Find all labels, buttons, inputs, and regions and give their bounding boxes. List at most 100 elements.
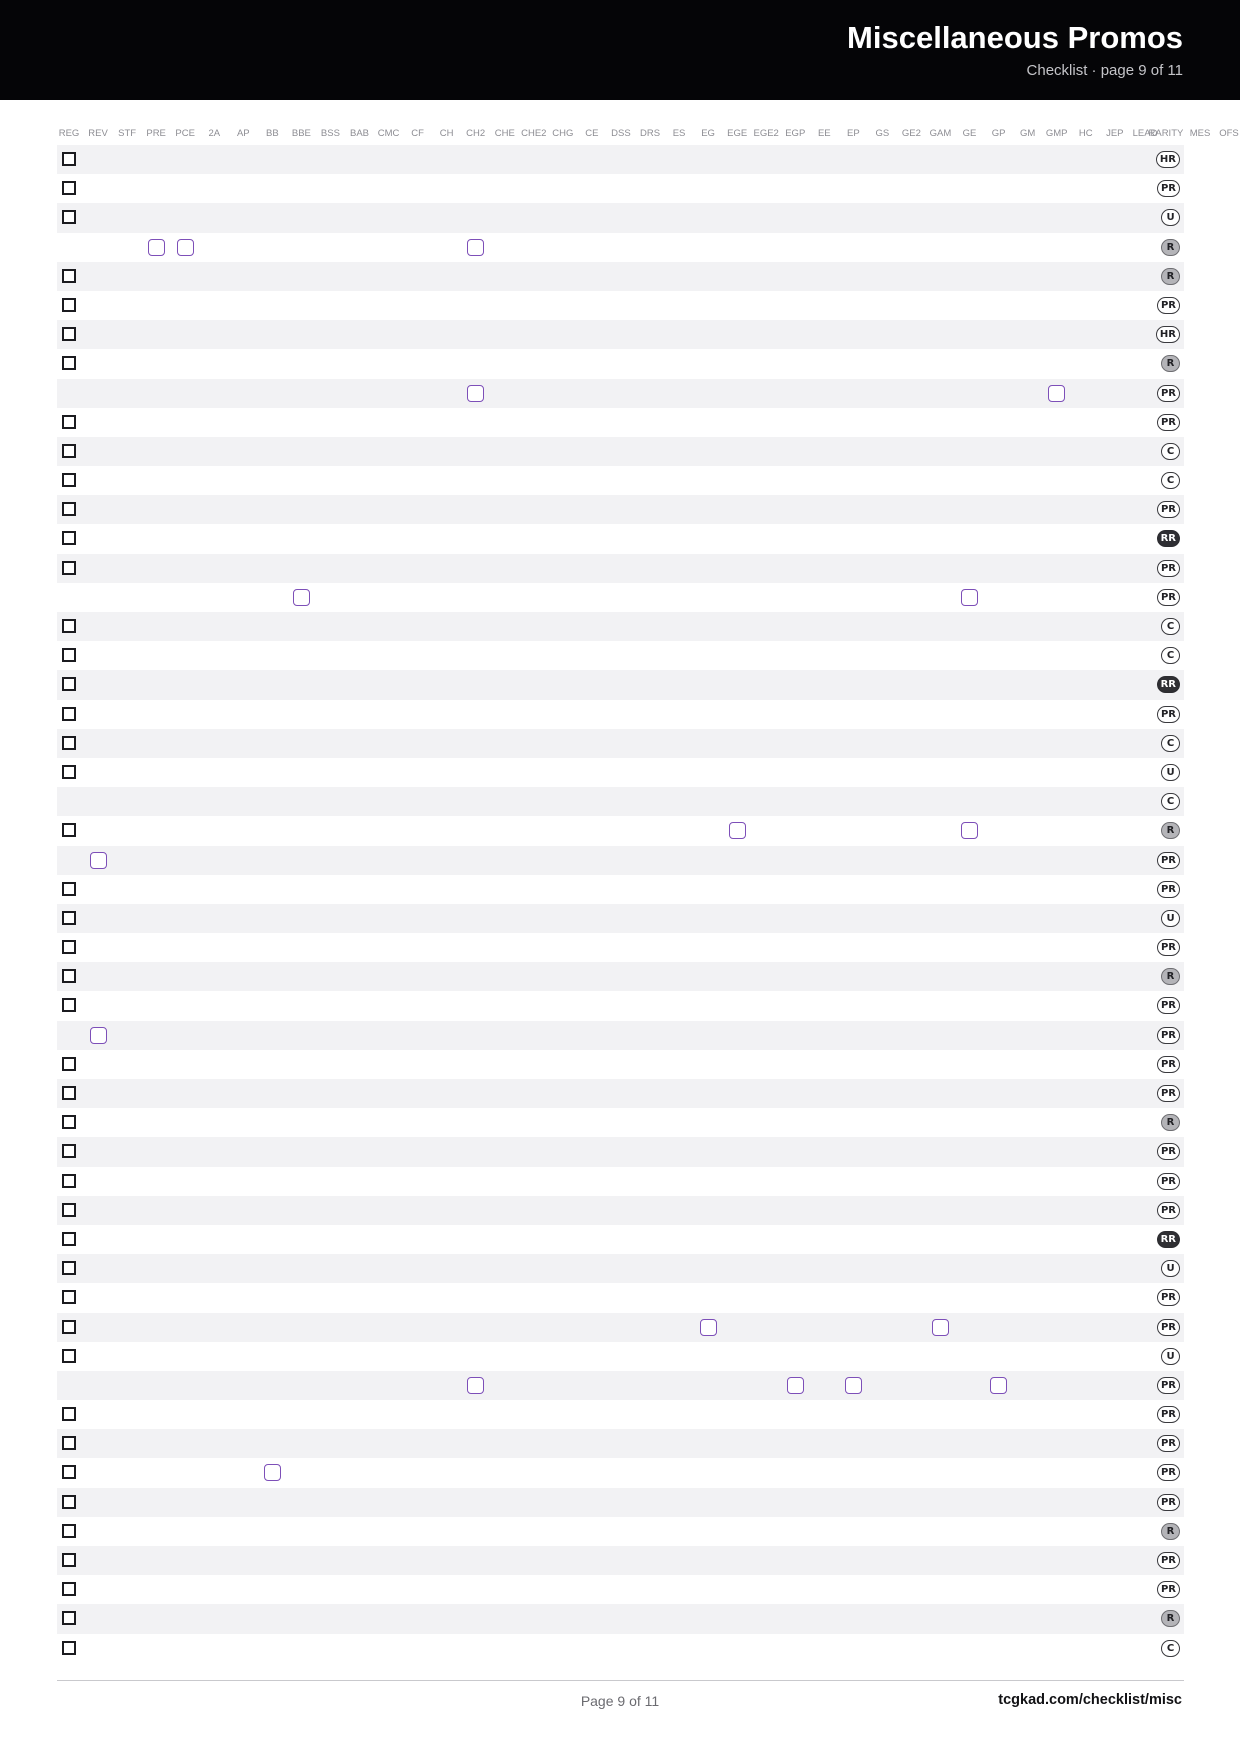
table-row: HR	[57, 145, 1184, 175]
reg-checkbox[interactable]	[62, 764, 76, 779]
variant-checkbox-pre[interactable]: PRE	[147, 238, 165, 256]
rarity-badge: PR	[1156, 1172, 1180, 1190]
rarity-badge: PR	[1156, 1581, 1180, 1599]
rarity-badge: C	[1161, 472, 1180, 490]
variant-checkbox-rev[interactable]: REV	[89, 851, 107, 869]
reg-checkbox[interactable]	[62, 1640, 76, 1655]
reg-checkbox[interactable]	[62, 473, 76, 488]
reg-checkbox[interactable]	[62, 969, 76, 984]
column-header-che2: CHE2	[521, 128, 547, 139]
rarity-badge: PR	[1156, 880, 1180, 898]
variant-checkbox-pce[interactable]: PCE	[176, 238, 194, 256]
rarity-badge: PR	[1156, 1055, 1180, 1073]
variant-checkbox-ep[interactable]: EP	[844, 1376, 862, 1394]
reg-checkbox[interactable]	[62, 1407, 76, 1422]
rarity-badge: PR	[1156, 180, 1180, 198]
reg-checkbox[interactable]	[62, 823, 76, 838]
rarity-badge: PR	[1156, 501, 1180, 519]
variant-checkbox-ge[interactable]: GE	[961, 588, 979, 606]
reg-checkbox[interactable]	[62, 648, 76, 663]
reg-checkbox[interactable]	[62, 998, 76, 1013]
reg-checkbox[interactable]	[62, 181, 76, 196]
reg-checkbox[interactable]	[62, 502, 76, 517]
rarity-badge: C	[1161, 647, 1180, 665]
variant-checkbox-ch2[interactable]: CH2	[467, 384, 485, 402]
reg-checkbox[interactable]	[62, 1056, 76, 1071]
table-row: U	[57, 1254, 1184, 1284]
rarity-badge: PR	[1156, 413, 1180, 431]
variant-checkbox-gmp[interactable]: GMP	[1048, 384, 1066, 402]
column-header-pre: PRE	[146, 128, 166, 139]
variant-checkbox-gam[interactable]: GAM	[932, 1318, 949, 1336]
table-row: C	[57, 466, 1184, 495]
table-row: U	[57, 1342, 1184, 1371]
reg-checkbox[interactable]	[62, 940, 76, 955]
reg-checkbox[interactable]	[62, 1115, 76, 1130]
reg-checkbox[interactable]	[62, 1290, 76, 1305]
table-row: CH2 EGP EP GP PR	[57, 1370, 1184, 1401]
rarity-badge: HR	[1155, 151, 1180, 168]
variant-checkbox-rev[interactable]: REV	[89, 1026, 107, 1044]
variant-checkbox-ch2[interactable]: CH2	[467, 1376, 485, 1394]
reg-checkbox[interactable]	[62, 531, 76, 546]
reg-checkbox[interactable]	[62, 1523, 76, 1538]
table-row: CH2 GMP PR	[57, 378, 1184, 408]
variant-checkbox-egp[interactable]: EGP	[786, 1376, 804, 1394]
reg-checkbox[interactable]	[62, 910, 76, 925]
table-row: BB PR	[57, 1458, 1184, 1487]
reg-checkbox[interactable]	[62, 1173, 76, 1188]
variant-checkbox-ge[interactable]: GE	[961, 822, 979, 840]
rarity-badge: RR	[1156, 530, 1180, 548]
rarity-badge: R	[1161, 238, 1180, 256]
rarity-badge: PR	[1156, 1143, 1180, 1161]
reg-checkbox[interactable]	[62, 1348, 76, 1363]
footer-url[interactable]: tcgkad.com/checklist/misc	[998, 1692, 1182, 1708]
table-row: C	[57, 728, 1184, 758]
reg-checkbox[interactable]	[62, 1261, 76, 1276]
reg-checkbox[interactable]	[62, 297, 76, 312]
rarity-badge: PR	[1156, 1464, 1180, 1482]
reg-checkbox[interactable]	[62, 443, 76, 458]
page-subtitle: Checklist · page 9 of 11	[1026, 62, 1183, 79]
variant-checkbox-eg[interactable]: EG	[699, 1318, 717, 1336]
reg-checkbox[interactable]	[62, 619, 76, 633]
reg-checkbox[interactable]	[62, 1494, 76, 1509]
reg-checkbox[interactable]	[62, 881, 76, 896]
reg-checkbox[interactable]	[62, 1202, 76, 1217]
column-header-stf: STF	[118, 128, 137, 139]
reg-checkbox[interactable]	[62, 268, 76, 283]
reg-checkbox[interactable]	[62, 1144, 76, 1159]
table-row: PRE PCE CH2 R	[57, 233, 1184, 262]
variant-checkbox-bb[interactable]: BB	[263, 1464, 281, 1482]
reg-checkbox[interactable]	[62, 735, 76, 750]
reg-checkbox[interactable]	[62, 1086, 76, 1100]
variant-checkbox-gp[interactable]: GP	[990, 1376, 1008, 1394]
variant-checkbox-ege[interactable]: EGE	[728, 822, 746, 840]
reg-checkbox[interactable]	[62, 210, 76, 225]
column-header-jep: JEP	[1106, 128, 1124, 139]
rarity-badge: U	[1161, 909, 1180, 927]
variant-checkbox-bbe[interactable]: BBE	[292, 588, 310, 606]
reg-checkbox[interactable]	[62, 560, 76, 575]
reg-checkbox[interactable]	[62, 414, 76, 429]
table-row: U	[57, 203, 1184, 233]
reg-checkbox[interactable]	[62, 1231, 76, 1246]
reg-checkbox[interactable]	[62, 327, 76, 342]
reg-checkbox[interactable]	[62, 356, 76, 371]
reg-checkbox[interactable]	[62, 706, 76, 721]
rarity-badge: PR	[1156, 1493, 1180, 1511]
column-header-ofs: OFS	[1219, 128, 1239, 139]
reg-checkbox[interactable]	[62, 1436, 76, 1451]
table-row: R	[57, 1108, 1184, 1137]
reg-checkbox[interactable]	[62, 1465, 76, 1480]
reg-checkbox[interactable]	[62, 152, 76, 166]
variant-checkbox-ch2[interactable]: CH2	[467, 238, 485, 256]
reg-checkbox[interactable]	[62, 1611, 76, 1626]
page-title: Miscellaneous Promos	[847, 20, 1183, 55]
reg-checkbox[interactable]	[62, 1553, 76, 1567]
rarity-badge: PR	[1156, 1289, 1180, 1307]
reg-checkbox[interactable]	[62, 1582, 76, 1597]
rarity-badge: R	[1161, 267, 1180, 285]
reg-checkbox[interactable]	[62, 1319, 76, 1334]
reg-checkbox[interactable]	[62, 677, 76, 692]
